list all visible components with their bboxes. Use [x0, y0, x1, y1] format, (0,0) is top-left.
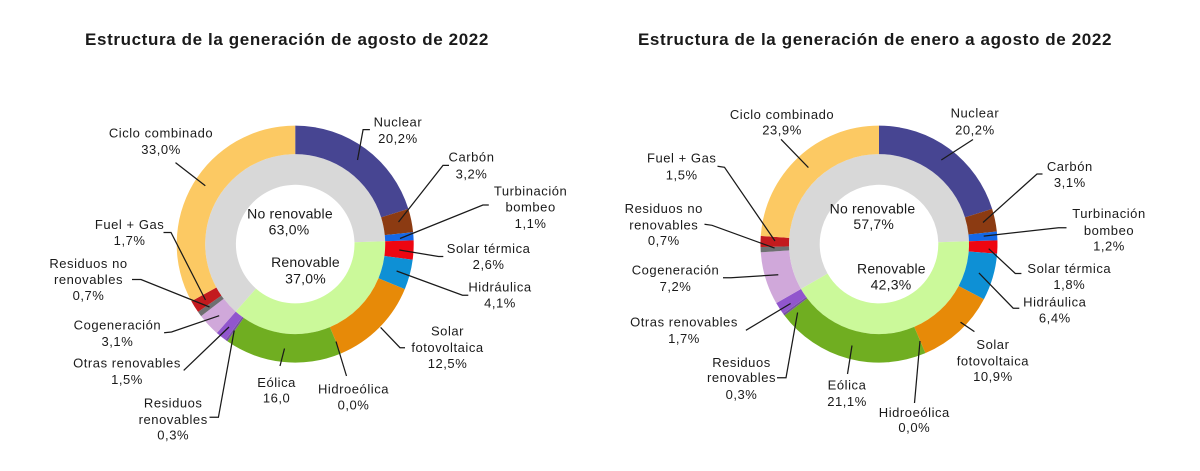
svg-text:12,5%: 12,5%: [428, 356, 468, 371]
svg-text:Turbinación: Turbinación: [1072, 206, 1146, 221]
svg-text:6,4%: 6,4%: [1039, 310, 1071, 325]
svg-text:Hidroeólica: Hidroeólica: [318, 381, 389, 396]
svg-text:Eólica: Eólica: [828, 377, 867, 392]
svg-text:Residuos no: Residuos no: [49, 256, 127, 271]
svg-text:Residuos: Residuos: [144, 396, 203, 411]
svg-text:0,7%: 0,7%: [648, 233, 680, 248]
svg-text:20,2%: 20,2%: [955, 123, 995, 138]
svg-text:Solar térmica: Solar térmica: [447, 241, 531, 256]
svg-text:1,7%: 1,7%: [114, 233, 146, 248]
svg-text:Renovable: Renovable: [857, 260, 926, 276]
svg-text:Eólica: Eólica: [257, 375, 296, 390]
svg-text:1,5%: 1,5%: [666, 168, 698, 183]
svg-text:3,2%: 3,2%: [456, 166, 488, 181]
svg-text:fotovoltaica: fotovoltaica: [411, 340, 484, 355]
svg-text:0,0%: 0,0%: [338, 398, 370, 413]
svg-text:1,5%: 1,5%: [111, 372, 143, 387]
svg-text:Hidroeólica: Hidroeólica: [879, 405, 950, 420]
svg-text:Solar térmica: Solar térmica: [1027, 261, 1111, 276]
svg-text:57,7%: 57,7%: [853, 216, 894, 232]
svg-text:renovables: renovables: [629, 217, 698, 232]
svg-text:renovables: renovables: [139, 412, 208, 427]
svg-text:37,0%: 37,0%: [285, 270, 326, 286]
svg-text:33,0%: 33,0%: [141, 142, 181, 157]
svg-text:20,2%: 20,2%: [378, 131, 418, 146]
svg-text:Estructura de la generación de: Estructura de la generación de agosto de…: [85, 30, 489, 49]
svg-text:fotovoltaica: fotovoltaica: [957, 354, 1030, 369]
svg-text:1,8%: 1,8%: [1053, 277, 1085, 292]
svg-text:0,0%: 0,0%: [898, 420, 930, 435]
svg-text:63,0%: 63,0%: [269, 222, 310, 238]
svg-text:Carbón: Carbón: [1047, 159, 1093, 174]
svg-text:Solar: Solar: [976, 337, 1009, 352]
svg-text:3,1%: 3,1%: [101, 334, 133, 349]
svg-text:Fuel + Gas: Fuel + Gas: [647, 150, 716, 165]
svg-text:Ciclo combinado: Ciclo combinado: [109, 126, 213, 141]
svg-text:0,3%: 0,3%: [726, 387, 758, 402]
svg-text:Residuos no: Residuos no: [625, 201, 703, 216]
svg-text:Ciclo combinado: Ciclo combinado: [730, 107, 834, 122]
svg-text:4,1%: 4,1%: [484, 296, 516, 311]
svg-text:Renovable: Renovable: [271, 254, 340, 270]
svg-text:Cogeneración: Cogeneración: [632, 262, 720, 277]
svg-text:7,2%: 7,2%: [660, 279, 692, 294]
svg-text:No renovable: No renovable: [830, 200, 916, 216]
svg-text:Hidráulica: Hidráulica: [1023, 294, 1087, 309]
svg-text:16,0: 16,0: [263, 390, 291, 405]
svg-text:renovables: renovables: [707, 370, 776, 385]
svg-text:0,3%: 0,3%: [157, 427, 189, 442]
svg-text:Solar: Solar: [431, 324, 464, 339]
svg-text:0,7%: 0,7%: [73, 288, 105, 303]
svg-text:Nuclear: Nuclear: [951, 105, 1000, 120]
svg-text:Fuel + Gas: Fuel + Gas: [95, 217, 164, 232]
svg-text:Nuclear: Nuclear: [374, 114, 423, 129]
svg-text:21,1%: 21,1%: [827, 394, 867, 409]
svg-text:Cogeneración: Cogeneración: [74, 317, 162, 332]
svg-text:Otras renovables: Otras renovables: [630, 315, 738, 330]
svg-text:23,9%: 23,9%: [762, 122, 802, 137]
svg-text:10,9%: 10,9%: [973, 369, 1013, 384]
svg-text:2,6%: 2,6%: [473, 257, 505, 272]
svg-text:42,3%: 42,3%: [871, 277, 912, 293]
svg-text:1,1%: 1,1%: [515, 216, 547, 231]
svg-text:bombeo: bombeo: [1084, 223, 1134, 238]
svg-text:Hidráulica: Hidráulica: [468, 280, 532, 295]
svg-text:Turbinación: Turbinación: [494, 183, 568, 198]
svg-text:No renovable: No renovable: [247, 206, 333, 222]
svg-text:bombeo: bombeo: [505, 200, 555, 215]
svg-text:Estructura de la generación de: Estructura de la generación de enero a a…: [638, 30, 1112, 49]
svg-text:3,1%: 3,1%: [1054, 175, 1086, 190]
svg-text:1,7%: 1,7%: [668, 331, 700, 346]
svg-text:Otras renovables: Otras renovables: [73, 356, 181, 371]
svg-text:Residuos: Residuos: [712, 355, 771, 370]
svg-text:renovables: renovables: [54, 272, 123, 287]
svg-text:Carbón: Carbón: [449, 150, 495, 165]
svg-text:1,2%: 1,2%: [1093, 239, 1125, 254]
